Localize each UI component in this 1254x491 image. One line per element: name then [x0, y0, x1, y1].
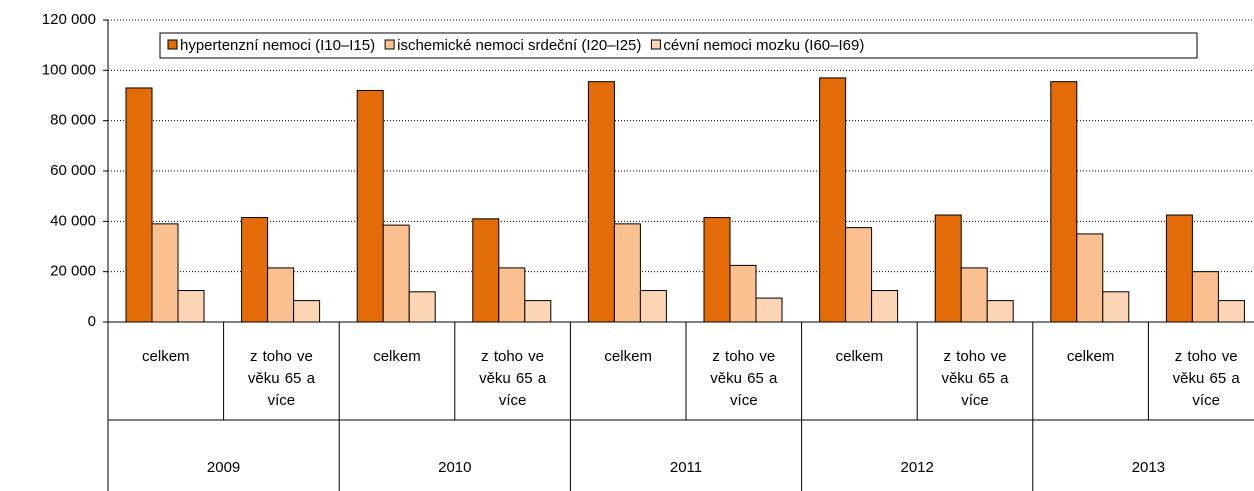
legend-swatch: [384, 39, 395, 50]
y-tick-label: 100 000: [42, 61, 96, 78]
bar: [472, 218, 500, 323]
bar: [524, 300, 552, 323]
bar: [755, 297, 783, 323]
bar: [1050, 81, 1078, 323]
bar: [934, 214, 962, 323]
y-tick-label: 120 000: [42, 11, 96, 28]
bar: [177, 290, 205, 323]
bar: [1217, 300, 1245, 323]
bar: [151, 223, 179, 323]
x-tick-label: z toho ve věku 65 a více: [247, 348, 315, 409]
bar: [960, 267, 988, 323]
x-tick-label-box: celkem: [142, 348, 190, 365]
x-tick-label: z toho ve věku 65 a více: [941, 348, 1009, 409]
x-tick-label-box: z toho ve věku 65 a více: [247, 348, 315, 409]
y-tick-label: 20 000: [50, 263, 96, 280]
bar: [871, 290, 899, 323]
group-label: 2012: [901, 459, 934, 476]
x-tick-label-box: celkem: [1066, 348, 1115, 365]
bar: [267, 267, 295, 323]
x-tick-label: z toho ve věku 65 a více: [1172, 348, 1240, 409]
bar: [125, 87, 153, 323]
legend-swatch: [650, 39, 661, 50]
x-tick-label: celkem: [142, 348, 190, 365]
y-tick-label: 40 000: [50, 212, 96, 229]
x-tick-label: z toho ve věku 65 a více: [710, 348, 778, 409]
x-tick-label: celkem: [373, 348, 421, 365]
legend-label: hypertenzní nemoci (I10–I15): [180, 37, 375, 54]
y-tick-label: 60 000: [50, 162, 96, 179]
legend-label: ischemické nemoci srdeční (I20–I25): [397, 37, 641, 54]
legend-swatch: [167, 39, 178, 50]
bar: [986, 300, 1014, 323]
x-tick-label-box: z toho ve věku 65 a více: [710, 348, 778, 409]
group-label: 2011: [670, 459, 702, 476]
bar: [1191, 271, 1219, 323]
legend: hypertenzní nemoci (I10–I15) ischemické n…: [159, 32, 1198, 59]
bar: [1165, 214, 1193, 323]
x-tick-label: celkem: [835, 348, 884, 365]
group-label: 2013: [1132, 459, 1165, 476]
x-tick-label-box: celkem: [373, 348, 421, 365]
bar: [293, 300, 321, 323]
x-tick-label: celkem: [604, 348, 652, 365]
x-tick-label-box: celkem: [835, 348, 884, 365]
bar: [845, 227, 873, 323]
x-tick-label-box: z toho ve věku 65 a více: [479, 348, 547, 409]
bar: [613, 223, 641, 323]
bar: [729, 264, 757, 323]
x-tick-label: celkem: [1066, 348, 1115, 365]
bar: [587, 81, 615, 323]
group-label: 2009: [207, 459, 240, 476]
bar: [703, 217, 731, 323]
group-label: 2010: [438, 459, 471, 476]
legend-box: [159, 32, 1198, 59]
legend-label: cévní nemoci mozku (I60–I69): [663, 37, 864, 54]
x-tick-label-box: celkem: [604, 348, 652, 365]
bar: [639, 290, 667, 323]
y-tick-label: 0: [88, 313, 96, 330]
x-tick-label-box: z toho ve věku 65 a více: [941, 348, 1009, 409]
bar: [408, 291, 436, 323]
bar: [1076, 233, 1104, 323]
bar: [356, 89, 384, 323]
x-tick-label-box: z toho ve věku 65 a více: [1172, 348, 1240, 409]
bar: [1102, 291, 1130, 323]
bar: [241, 217, 269, 323]
bar: [819, 77, 847, 323]
x-tick-label: z toho ve věku 65 a více: [479, 348, 547, 409]
bar: [382, 224, 410, 323]
bar: [498, 267, 526, 323]
y-tick-label: 80 000: [50, 112, 96, 129]
